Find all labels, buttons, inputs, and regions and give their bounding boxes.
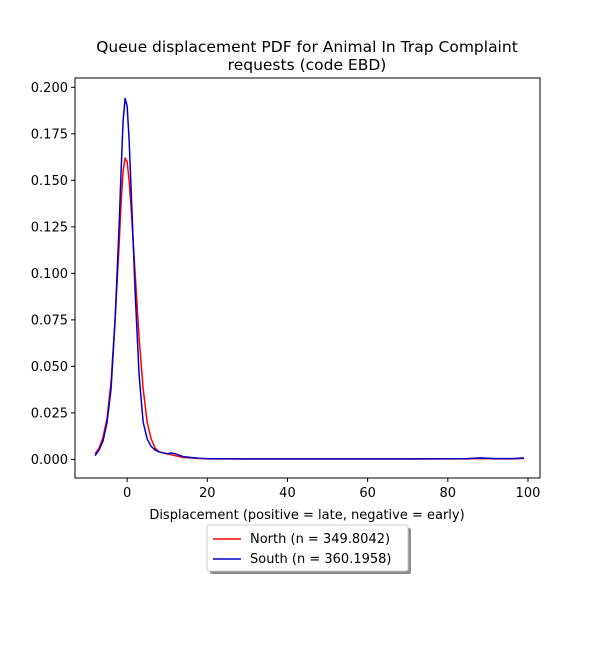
y-tick-label: 0.200: [31, 81, 68, 96]
y-tick-label: 0.100: [31, 267, 68, 282]
x-axis-label: Displacement (positive = late, negative …: [149, 508, 464, 523]
x-tick-label: 80: [440, 486, 457, 501]
legend: North (n = 349.8042) South (n = 360.1958): [206, 524, 411, 574]
plot-frame: [74, 77, 541, 479]
chart-title-line2: requests (code EBD): [228, 56, 387, 74]
legend-label: South (n = 360.1958): [250, 552, 391, 567]
y-tick-label: 0.125: [31, 220, 68, 235]
plot-series: [94, 97, 525, 460]
x-tick-label: 100: [516, 486, 541, 501]
y-tick-label: 0.050: [31, 360, 68, 375]
y-tick-label: 0.175: [31, 127, 68, 142]
y-axis: 0.000 0.025 0.050 0.075 0.100 0.125 0.150 0.175…: [31, 81, 75, 468]
x-tick-label: 40: [279, 486, 296, 501]
x-axis: 0 20 40 60 80 100: [123, 478, 540, 501]
y-tick-label: 0.075: [31, 313, 68, 328]
legend-label: North (n = 349.8042): [250, 532, 390, 547]
y-tick-label: 0.025: [31, 406, 68, 421]
series-line-north: [94, 157, 524, 460]
x-tick-label: 20: [199, 486, 216, 501]
legend-box: [206, 524, 409, 572]
series-line-south: [94, 97, 525, 460]
x-tick-label: 60: [359, 486, 376, 501]
x-tick-label: 0: [123, 486, 131, 501]
y-tick-label: 0.150: [31, 174, 68, 189]
chart-title-line1: Queue displacement PDF for Animal In Tra…: [96, 38, 518, 56]
y-tick-label: 0.000: [31, 453, 68, 468]
